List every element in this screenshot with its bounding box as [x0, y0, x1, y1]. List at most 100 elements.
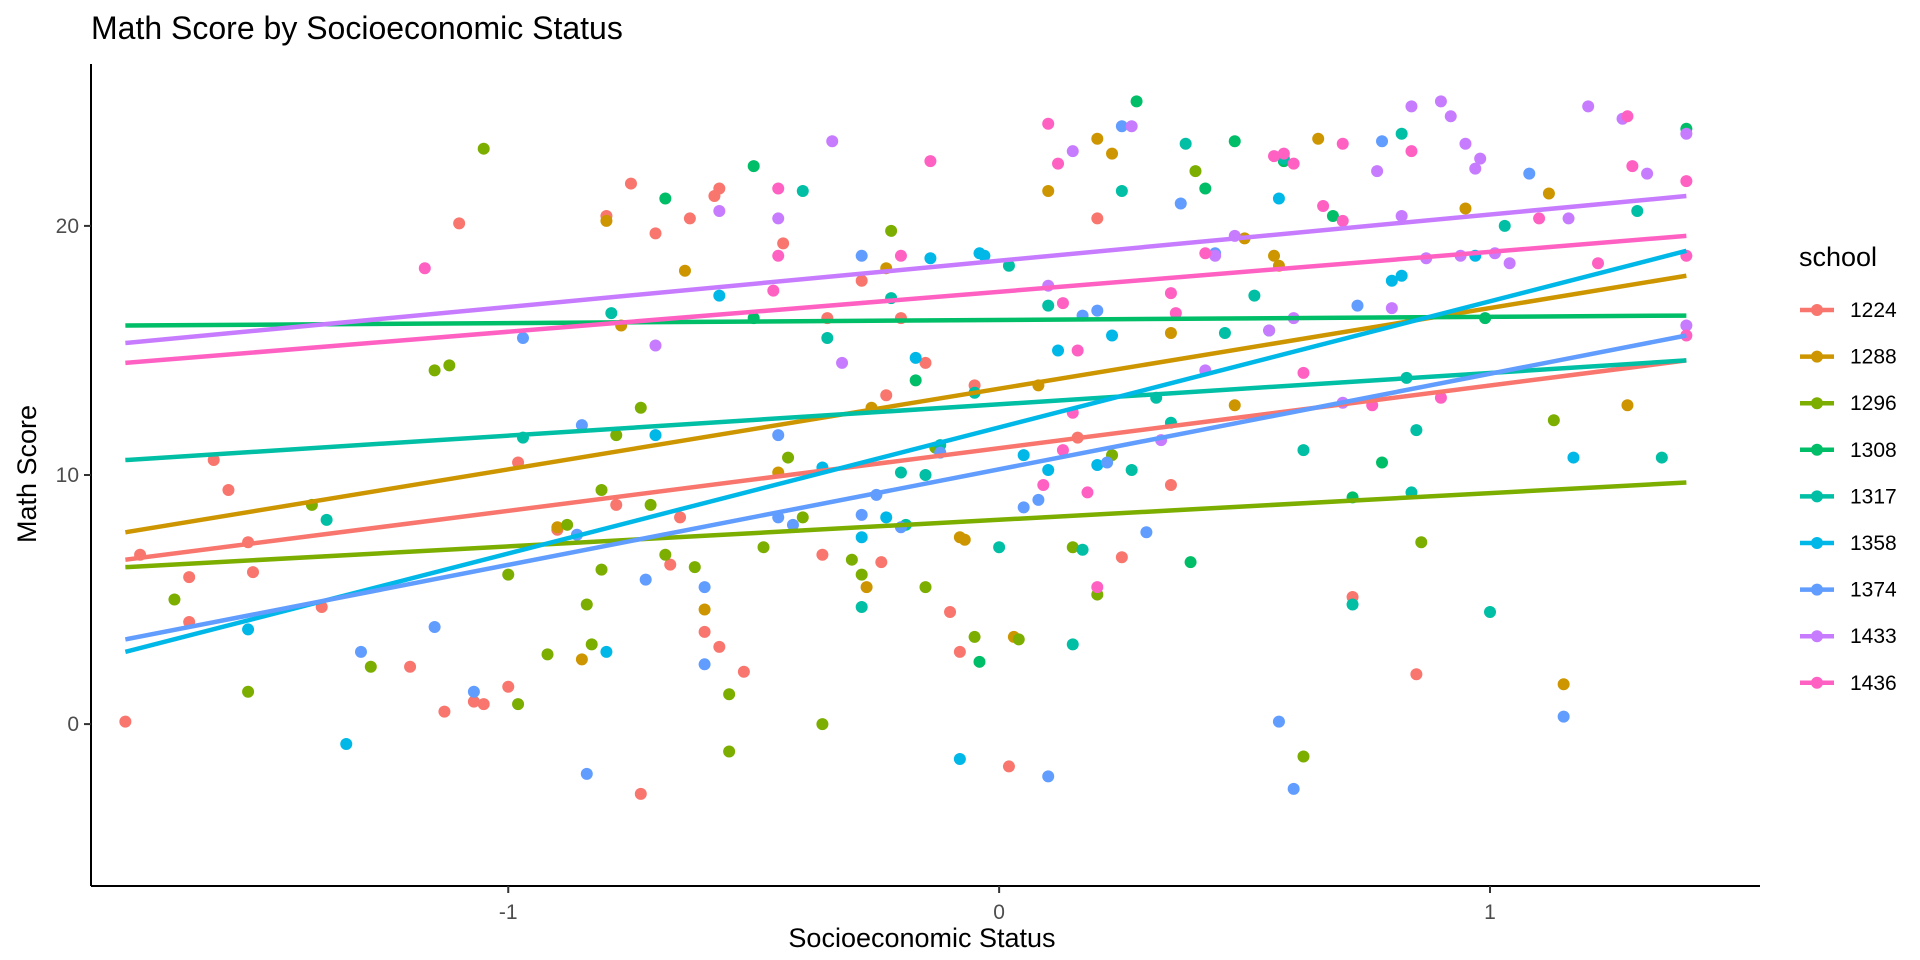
point-1224: [880, 389, 893, 402]
point-1358: [1017, 449, 1030, 462]
point-1224: [119, 715, 132, 728]
point-1433: [1395, 209, 1408, 222]
point-1358: [953, 752, 966, 765]
point-1436: [1277, 147, 1290, 160]
point-1317: [1002, 259, 1015, 272]
fit-line-1224: [125, 358, 1687, 562]
point-1296: [595, 483, 608, 496]
point-1296: [1415, 536, 1428, 549]
point-1374: [855, 249, 868, 262]
point-1436: [1091, 581, 1104, 594]
point-1224: [875, 556, 888, 569]
point-1317: [1066, 638, 1079, 651]
point-1436: [1287, 157, 1300, 170]
point-1317: [1076, 543, 1089, 556]
point-1224: [467, 695, 480, 708]
point-1433: [713, 204, 726, 217]
legend-label: 1296: [1850, 392, 1897, 415]
point-1433: [1582, 100, 1595, 113]
point-1224: [1002, 760, 1015, 773]
point-1288: [1459, 202, 1472, 215]
point-1358: [1395, 269, 1408, 282]
point-1296: [1066, 541, 1079, 554]
legend-label: 1374: [1850, 579, 1897, 602]
point-1317: [1297, 444, 1310, 457]
point-1224: [698, 625, 711, 638]
point-1296: [541, 648, 554, 661]
legend-items: 1224 1288 1296 1308 1317 1358 1374 1433 1436: [1800, 299, 1897, 695]
point-1374: [1017, 501, 1030, 514]
point-1224: [816, 548, 829, 561]
point-1224: [777, 237, 790, 250]
legend-key-point: [1811, 397, 1823, 410]
legend-item-1358: 1358: [1800, 532, 1897, 555]
fit-lines-layer: [124, 193, 1687, 655]
fit-line-1374: [124, 333, 1687, 642]
point-1317: [821, 332, 834, 344]
point-1374: [698, 658, 711, 671]
legend-item-1308: 1308: [1800, 439, 1897, 462]
point-1224: [502, 680, 515, 693]
point-1433: [1680, 127, 1693, 140]
legend-label: 1358: [1850, 532, 1897, 555]
point-1317: [855, 601, 868, 614]
y-tick-label: 20: [56, 215, 79, 238]
point-1433: [1066, 145, 1079, 158]
point-1288: [1228, 399, 1241, 412]
point-1317: [1346, 598, 1359, 611]
point-1224: [183, 571, 196, 584]
point-1296: [919, 581, 932, 594]
point-1358: [1042, 464, 1055, 477]
x-tick-label: 1: [1484, 901, 1496, 924]
point-1296: [561, 518, 574, 531]
point-1374: [1174, 197, 1187, 210]
point-1433: [1459, 137, 1472, 150]
point-1374: [786, 518, 799, 531]
point-1288: [1042, 185, 1055, 198]
point-1358: [978, 249, 991, 262]
point-1296: [1012, 633, 1025, 646]
point-1224: [207, 454, 220, 467]
point-1296: [502, 568, 515, 581]
point-1358: [1385, 274, 1398, 287]
legend-item-1317: 1317: [1800, 485, 1897, 508]
point-1374: [1376, 135, 1389, 148]
point-1436: [1056, 297, 1069, 310]
point-1374: [772, 429, 785, 442]
fit-line-1436: [125, 233, 1687, 366]
point-1296: [659, 548, 672, 561]
point-1317: [1395, 127, 1408, 140]
point-1288: [1542, 187, 1555, 200]
point-1224: [624, 177, 637, 190]
point-1358: [600, 645, 613, 658]
point-1433: [836, 356, 849, 369]
point-1288: [678, 264, 691, 277]
point-1433: [649, 339, 662, 352]
point-1374: [698, 581, 711, 594]
point-1436: [418, 262, 431, 275]
y-axis-ticks: 0 10 20: [56, 215, 91, 736]
fit-line-1317: [125, 358, 1687, 463]
legend-label: 1288: [1850, 346, 1897, 369]
point-1436: [1336, 137, 1349, 150]
point-1317: [1484, 606, 1497, 618]
point-1436: [924, 155, 937, 168]
legend-key-point: [1811, 583, 1823, 596]
point-1374: [1557, 710, 1570, 723]
point-1374: [639, 573, 652, 586]
point-1436: [1626, 160, 1639, 173]
point-1374: [428, 620, 441, 633]
point-1436: [1037, 478, 1050, 491]
point-1224: [634, 787, 647, 800]
point-1224: [713, 182, 726, 195]
point-1436: [1317, 199, 1330, 212]
point-1374: [580, 767, 593, 780]
y-tick-label: 0: [67, 713, 79, 736]
legend-title: school: [1799, 242, 1877, 272]
point-1288: [1091, 132, 1104, 145]
legend-item-1288: 1288: [1800, 346, 1897, 369]
plot-area: [119, 95, 1693, 800]
point-1317: [605, 307, 618, 320]
point-1317: [919, 469, 932, 481]
